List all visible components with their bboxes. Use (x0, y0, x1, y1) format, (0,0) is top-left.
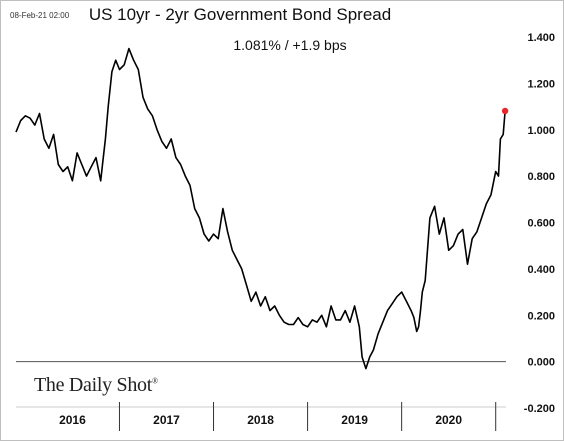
brand-name: The Daily Shot (34, 374, 153, 396)
last-value-marker (501, 107, 509, 115)
x-tick-label: 2018 (247, 413, 274, 427)
y-tick-label: 1.000 (527, 125, 555, 137)
chart-title: US 10yr - 2yr Government Bond Spread (88, 5, 392, 24)
y-tick-label: 0.200 (527, 310, 555, 322)
x-tick-label: 2017 (153, 413, 180, 427)
x-tick-label: 2020 (435, 413, 462, 427)
y-tick-label: 1.400 (527, 32, 555, 44)
spread-series-line (15, 47, 506, 370)
brand-logo: The Daily Shot® (34, 374, 158, 397)
y-tick-label: 1.200 (527, 78, 555, 90)
y-tick-label: 0.600 (527, 218, 555, 230)
y-tick-label: -0.200 (524, 403, 555, 415)
chart-subtitle: 1.081% / +1.9 bps (233, 37, 347, 53)
y-tick-label: 0.800 (527, 171, 555, 183)
y-tick-label: 0.400 (527, 264, 555, 276)
x-tick-label: 2019 (341, 413, 368, 427)
x-tick-label: 2016 (59, 413, 86, 427)
registered-mark: ® (152, 376, 158, 386)
timestamp: 08-Feb-21 02:00 (10, 11, 70, 20)
y-tick-label: 0.000 (527, 357, 555, 369)
